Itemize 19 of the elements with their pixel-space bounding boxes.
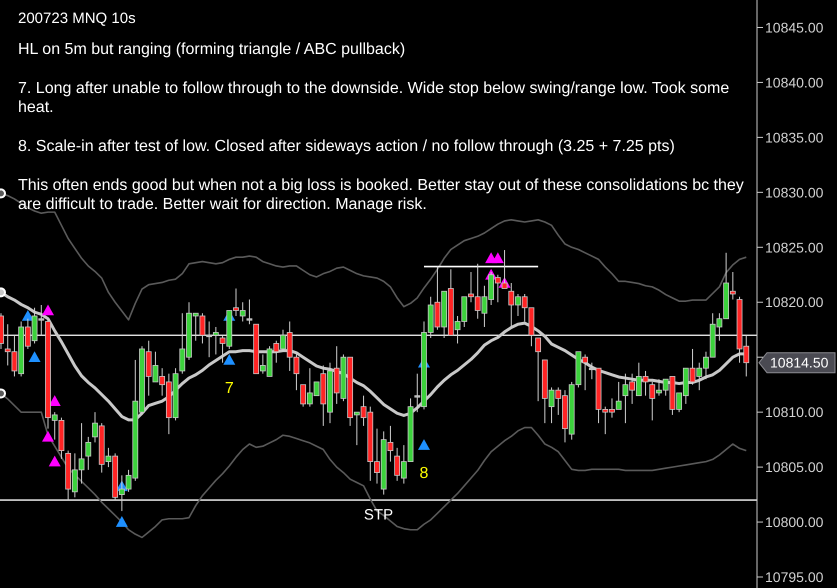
annotation: 7. Long after unable to follow through to the downside. Wide stop below swing/range low. Took some heat. — [18, 79, 730, 117]
annotation: This often ends good but when not a big loss is booked. Better stay out of these consolidations bc they are difficult to trade. Better wait for direction. Manage risk. — [18, 176, 745, 214]
annotation: 8. Scale-in after test of low. Closed after sideways action / no follow through (3.25 + 7.25 pts) — [18, 137, 676, 156]
y-tick-label: 10810.00 — [765, 404, 824, 420]
text: HL on 5m but ranging (forming triangle / ABC pullback) — [18, 40, 406, 59]
series-label: 8 — [420, 465, 429, 482]
series-label: 7 — [224, 380, 234, 397]
text: 200723 MNQ 10s — [18, 9, 137, 28]
y-tick-label: 10805.00 — [765, 459, 824, 476]
y-tick-label: 10800.00 — [765, 514, 824, 530]
ref-line-label: STP — [364, 506, 394, 524]
y-tick-label: 10840.00 — [765, 74, 824, 90]
text: 10814.50 — [770, 354, 829, 371]
y-tick-label: 10845.00 — [765, 19, 824, 36]
y-tick-label: 10820.00 — [765, 294, 824, 310]
y-tick-label: 10835.00 — [765, 129, 824, 146]
y-tick-label: 10795.00 — [765, 568, 824, 585]
y-tick-label: 10825.00 — [765, 239, 824, 256]
y-tick-label: 10830.00 — [765, 184, 824, 200]
